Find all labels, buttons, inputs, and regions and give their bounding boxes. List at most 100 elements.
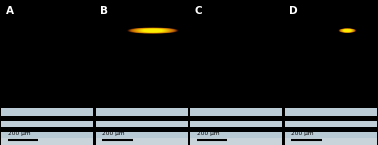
- Text: 200 μm: 200 μm: [102, 131, 125, 136]
- Ellipse shape: [344, 30, 350, 31]
- Ellipse shape: [135, 29, 170, 32]
- Bar: [285, 127, 377, 132]
- Bar: [1, 108, 93, 116]
- Ellipse shape: [340, 29, 354, 32]
- Ellipse shape: [143, 30, 163, 32]
- Ellipse shape: [142, 30, 163, 32]
- Ellipse shape: [343, 30, 352, 31]
- Bar: [285, 116, 377, 121]
- Ellipse shape: [342, 30, 353, 32]
- Ellipse shape: [141, 29, 165, 32]
- Bar: [285, 103, 377, 108]
- Bar: [190, 103, 282, 108]
- Bar: [190, 132, 282, 138]
- Ellipse shape: [139, 29, 166, 32]
- Ellipse shape: [344, 30, 351, 31]
- Bar: [285, 138, 377, 145]
- Ellipse shape: [341, 29, 353, 32]
- Ellipse shape: [343, 30, 352, 31]
- Bar: [190, 127, 282, 132]
- Ellipse shape: [140, 29, 166, 32]
- Ellipse shape: [138, 29, 168, 32]
- Ellipse shape: [339, 29, 355, 32]
- Bar: [96, 103, 188, 108]
- Ellipse shape: [339, 29, 355, 32]
- Bar: [96, 138, 188, 145]
- Ellipse shape: [133, 29, 172, 32]
- Ellipse shape: [342, 30, 352, 31]
- Ellipse shape: [340, 29, 355, 32]
- Ellipse shape: [134, 29, 171, 32]
- Bar: [190, 116, 282, 121]
- Ellipse shape: [341, 29, 354, 32]
- Ellipse shape: [132, 29, 174, 33]
- Ellipse shape: [133, 29, 173, 32]
- Text: 200 μm: 200 μm: [291, 131, 314, 136]
- Ellipse shape: [127, 28, 178, 33]
- Bar: [1, 127, 93, 132]
- Bar: [96, 116, 188, 121]
- Ellipse shape: [344, 30, 350, 31]
- Bar: [285, 132, 377, 138]
- Bar: [1, 121, 93, 127]
- Bar: [96, 138, 188, 145]
- Ellipse shape: [142, 29, 164, 32]
- Ellipse shape: [130, 28, 175, 33]
- Text: B: B: [100, 6, 108, 16]
- Ellipse shape: [342, 30, 352, 31]
- Ellipse shape: [143, 30, 162, 31]
- Ellipse shape: [137, 29, 169, 32]
- Bar: [190, 138, 282, 145]
- Text: 200 μm: 200 μm: [8, 131, 30, 136]
- Ellipse shape: [144, 30, 162, 31]
- Ellipse shape: [131, 28, 175, 33]
- Ellipse shape: [343, 30, 352, 31]
- Bar: [285, 121, 377, 127]
- Ellipse shape: [128, 28, 178, 33]
- Ellipse shape: [139, 29, 167, 32]
- Ellipse shape: [136, 29, 169, 32]
- Ellipse shape: [339, 29, 355, 32]
- Text: D: D: [289, 6, 298, 16]
- Ellipse shape: [342, 30, 353, 32]
- Ellipse shape: [340, 29, 355, 32]
- Ellipse shape: [138, 29, 167, 32]
- Bar: [190, 138, 282, 145]
- Bar: [96, 121, 188, 127]
- Bar: [190, 121, 282, 127]
- Ellipse shape: [130, 28, 176, 33]
- Bar: [1, 116, 93, 121]
- Text: C: C: [195, 6, 202, 16]
- Bar: [96, 132, 188, 138]
- Ellipse shape: [135, 29, 171, 32]
- Ellipse shape: [134, 29, 172, 32]
- Ellipse shape: [341, 29, 353, 32]
- Ellipse shape: [141, 29, 164, 32]
- Bar: [1, 132, 93, 138]
- Ellipse shape: [340, 29, 355, 32]
- Ellipse shape: [132, 29, 174, 33]
- Ellipse shape: [344, 30, 351, 31]
- Ellipse shape: [339, 29, 356, 32]
- Bar: [96, 127, 188, 132]
- Bar: [285, 108, 377, 116]
- Bar: [190, 108, 282, 116]
- Bar: [1, 138, 93, 145]
- Ellipse shape: [344, 30, 351, 31]
- Bar: [96, 108, 188, 116]
- Text: A: A: [6, 6, 14, 16]
- Ellipse shape: [341, 29, 353, 32]
- Ellipse shape: [341, 29, 354, 32]
- Ellipse shape: [343, 30, 352, 31]
- Ellipse shape: [341, 29, 354, 32]
- Bar: [1, 103, 93, 108]
- Ellipse shape: [136, 29, 170, 32]
- Ellipse shape: [342, 30, 353, 32]
- Ellipse shape: [129, 28, 177, 33]
- Text: 200 μm: 200 μm: [197, 131, 219, 136]
- Bar: [285, 138, 377, 145]
- Ellipse shape: [129, 28, 177, 33]
- Ellipse shape: [342, 29, 353, 32]
- Ellipse shape: [344, 30, 351, 31]
- Bar: [1, 138, 93, 145]
